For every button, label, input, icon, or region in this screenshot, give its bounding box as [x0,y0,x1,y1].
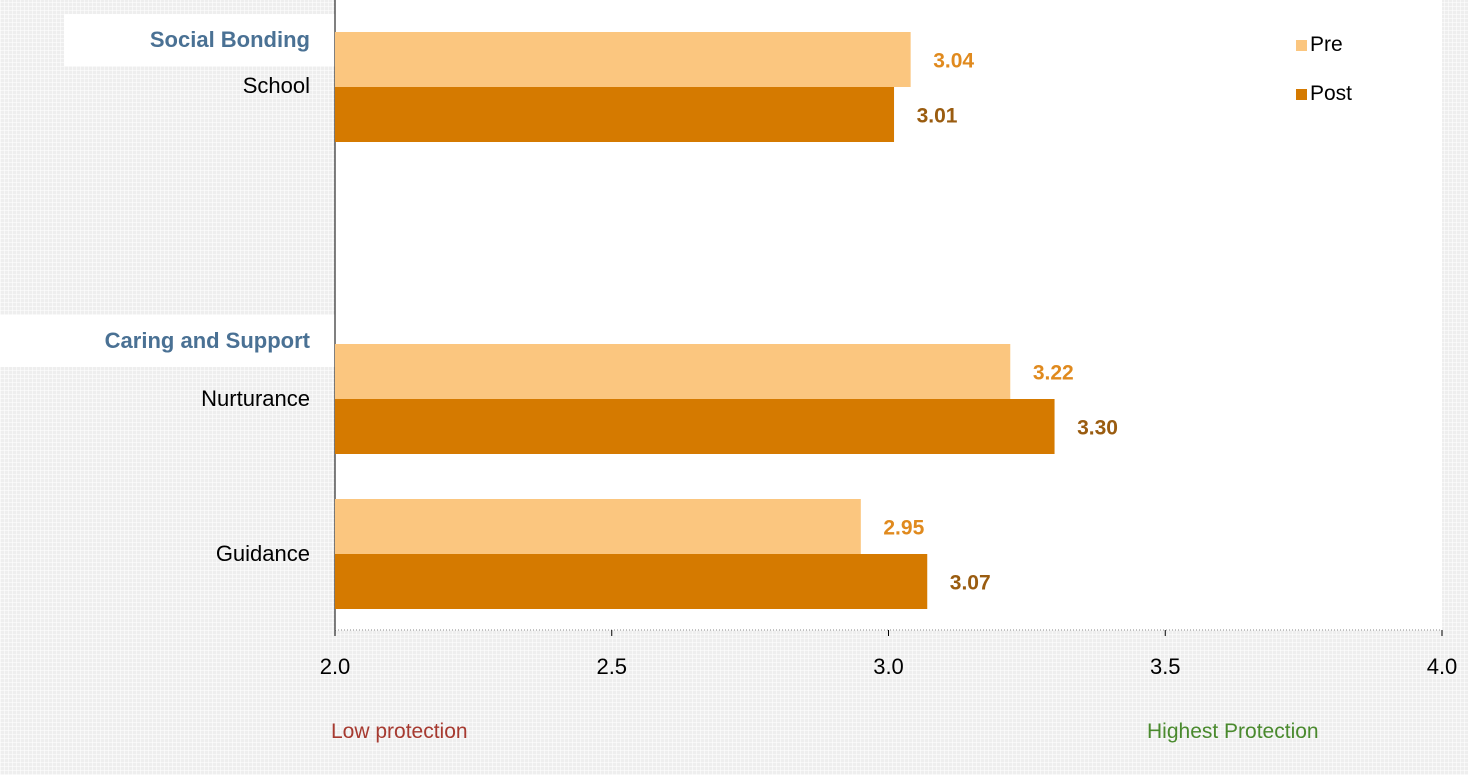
data-label-pre-school: 3.04 [933,50,974,73]
data-label-pre-nurturance: 3.22 [1033,362,1074,385]
group-label-caring-and-support: Caring and Support [0,315,336,367]
x-tick-label: 2.0 [320,654,351,679]
bar-pre-school [335,32,911,87]
x-tick-label: 3.5 [1150,654,1181,679]
data-label-pre-guidance: 2.95 [883,517,924,540]
bar-pre-guidance [335,499,861,554]
legend-swatch-post [1296,89,1307,100]
bar-pre-nurturance [335,344,1011,399]
legend-label-pre: Pre [1310,33,1343,56]
x-tick-label: 4.0 [1427,654,1458,679]
group-label-social-bonding: Social Bonding [64,14,336,66]
legend-swatch-pre [1296,40,1307,51]
category-label-school: School [242,73,310,98]
x-tick-label: 3.0 [873,654,904,679]
bar-post-guidance [335,554,928,609]
data-label-post-guidance: 3.07 [950,572,991,595]
category-label-nurturance: Nurturance [201,386,310,411]
data-label-post-nurturance: 3.30 [1077,417,1118,440]
bar-post-school [335,87,895,142]
low-protection-note: Low protection [331,720,468,743]
legend-label-post: Post [1310,82,1352,105]
category-label-guidance: Guidance [215,541,310,566]
bar-post-nurturance [335,399,1055,454]
data-label-post-school: 3.01 [917,105,958,128]
highest-protection-note: Highest Protection [1147,720,1319,743]
x-tick-label: 2.5 [596,654,627,679]
